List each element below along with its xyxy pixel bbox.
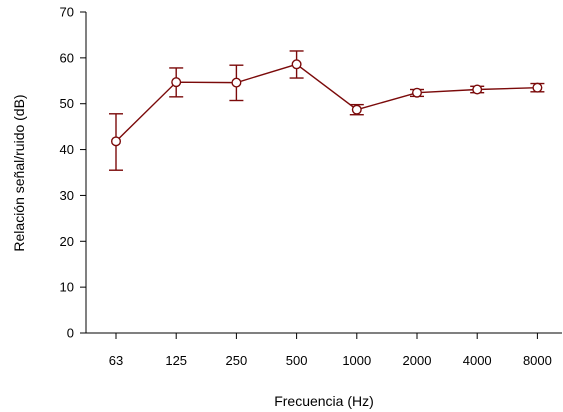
x-tick-label: 125 — [165, 353, 187, 368]
x-tick-label: 4000 — [463, 353, 492, 368]
y-tick-label: 10 — [60, 280, 74, 295]
y-axis-label: Relación señal/ruido (dB) — [11, 94, 27, 251]
x-ticks: 63 125 250 500 1000 2000 4000 8000 — [109, 333, 552, 368]
series-layer — [109, 50, 545, 171]
data-point — [472, 84, 483, 95]
x-tick-label: 500 — [286, 353, 308, 368]
y-ticks: 0 10 20 30 40 50 60 70 — [60, 5, 86, 341]
x-axis-label: Frecuencia (Hz) — [274, 393, 374, 409]
y-tick-label: 50 — [60, 96, 74, 111]
axes — [85, 12, 562, 334]
y-tick-label: 30 — [60, 188, 74, 203]
y-tick-label: 20 — [60, 234, 74, 249]
x-tick-label: 8000 — [523, 353, 552, 368]
data-point — [532, 82, 543, 93]
data-point — [231, 77, 242, 88]
data-point — [351, 104, 362, 115]
y-tick-label: 0 — [67, 326, 74, 341]
x-tick-label: 250 — [226, 353, 248, 368]
series-line — [115, 63, 538, 142]
y-tick-label: 40 — [60, 142, 74, 157]
data-point — [291, 59, 302, 70]
y-tick-label: 60 — [60, 50, 74, 65]
data-point — [110, 136, 121, 147]
x-tick-label: 63 — [109, 353, 123, 368]
x-tick-label: 2000 — [403, 353, 432, 368]
data-point — [412, 87, 423, 98]
y-tick-label: 70 — [60, 5, 74, 20]
x-tick-label: 1000 — [342, 353, 371, 368]
data-point — [171, 77, 182, 88]
